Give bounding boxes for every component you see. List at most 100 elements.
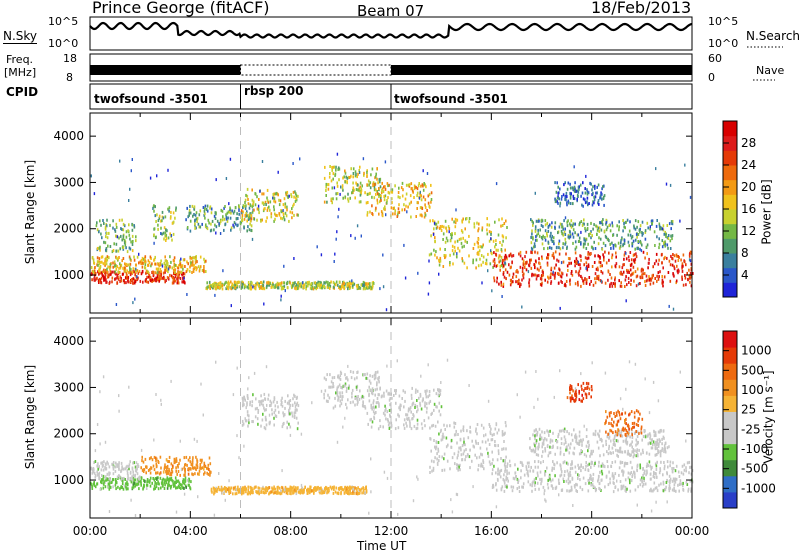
echo-cell [323,176,326,180]
echo-cell [329,373,331,377]
echo-cell [114,277,117,281]
echo-cell [106,267,108,271]
echo-cell [203,257,205,261]
echo-cell [93,277,95,281]
echo-cell [603,184,605,188]
echo-cell [601,197,603,201]
echo-cell [269,404,271,408]
echo-cell [642,272,644,276]
echo-cell [260,490,263,494]
echo-cell [297,404,300,408]
echo-cell [566,195,568,199]
echo-cell [359,193,362,197]
echo-cell [655,259,658,263]
echo-cell [210,211,213,215]
echo-cell [664,240,666,244]
echo-cell [398,203,400,207]
echo-cell [292,397,294,401]
echo-cell [606,460,609,463]
echo-cell [656,460,658,464]
echo-cell [444,240,447,244]
echo-cell [277,286,280,290]
echo-cell [506,472,508,476]
echo-cell [585,265,588,269]
echo-cell [126,468,129,472]
echo-cell [491,472,493,476]
echo-cell [408,202,411,206]
echo-cell [502,284,505,288]
echo-cell [461,259,464,263]
echo-cell [656,274,658,278]
echo-cell [601,271,604,275]
echo-cell [133,255,135,259]
echo-cell [140,479,142,483]
echo-cell [206,209,209,213]
echo-cell [373,373,376,377]
echo-cell [668,489,671,493]
echo-cell [170,484,172,488]
echo-cell [666,236,669,240]
echo-cell [394,209,396,213]
echo-cell [608,239,610,243]
echo-cell [335,391,337,395]
echo-cell [559,274,562,278]
echo-cell [651,222,653,225]
echo-cell [134,465,137,469]
echo-cell [260,402,263,406]
scatter-cell [222,269,224,273]
echo-cell [547,256,549,260]
echo-cell [586,196,589,200]
echo-cell [191,204,194,208]
echo-cell [442,238,444,241]
echo-cell [568,222,571,226]
echo-cell [666,478,668,482]
echo-cell [571,466,574,470]
echo-cell [370,417,372,421]
echo-cell [173,482,175,486]
echo-cell [425,410,428,414]
echo-cell [278,486,281,490]
echo-cell [280,491,283,495]
echo-cell [172,220,175,224]
echo-cell [367,422,369,426]
echo-cell [330,280,332,284]
echo-cell [132,485,135,489]
echo-cell [669,279,672,283]
echo-cell [637,246,639,250]
echo-cell [240,492,243,496]
echo-cell [339,285,341,289]
echo-cell [138,479,140,483]
echo-cell [281,396,283,400]
cpid-segment-3: twofsound -3501 [394,92,508,106]
echo-cell [585,247,588,250]
echo-cell [463,449,466,453]
echo-cell [92,270,95,274]
echo-cell [105,224,108,228]
echo-cell [689,465,691,469]
echo-cell [612,282,615,285]
echo-cell [492,485,495,489]
echo-cell [173,259,175,263]
echo-cell [127,263,130,267]
echo-cell [499,475,502,479]
echo-cell [213,228,215,232]
echo-cell [295,287,297,291]
echo-cell [134,269,137,273]
echo-cell [351,191,353,195]
echo-cell [435,250,437,254]
echo-cell [267,393,270,397]
echo-cell [262,280,265,284]
echo-cell [449,263,451,267]
echo-cell [189,211,192,215]
echo-cell [473,225,476,229]
echo-cell [155,462,158,466]
echo-cell [204,204,207,208]
echo-cell [220,488,222,492]
echo-cell [336,393,339,397]
echo-cell [367,179,370,183]
echo-cell [379,387,381,391]
echo-cell [249,283,251,287]
echo-cell [154,271,157,275]
echo-cell [187,458,190,462]
echo-cell [344,486,346,490]
